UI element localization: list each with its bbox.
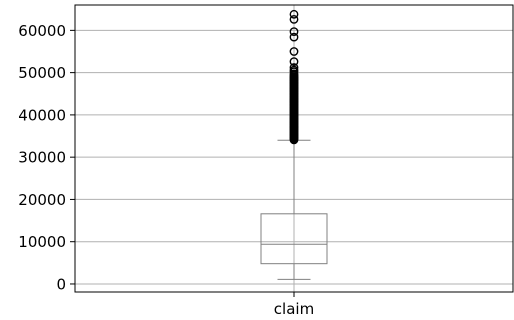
- outlier-point: [289, 14, 299, 24]
- outlier-point: [289, 9, 299, 19]
- outlier-point: [289, 63, 299, 72]
- y-tick-label: 20000: [18, 191, 66, 209]
- outlier-points: [289, 9, 299, 145]
- outlier-point: [289, 47, 299, 56]
- outlier-point: [289, 57, 299, 67]
- interquartile-box: [260, 213, 328, 265]
- x-axis-ticks: claim: [274, 292, 314, 318]
- y-axis-ticks: 0 10000 20000 30000 40000 50000 60000: [18, 22, 75, 293]
- y-tick-label: 0: [56, 275, 66, 293]
- y-tick-label: 60000: [18, 22, 66, 40]
- y-tick-label: 30000: [18, 149, 66, 167]
- outlier-point: [289, 65, 299, 75]
- x-tick-label: claim: [274, 300, 314, 318]
- outlier-point: [289, 27, 299, 37]
- box-group: [260, 139, 328, 280]
- outlier-point: [289, 32, 299, 42]
- y-tick-label: 10000: [18, 233, 66, 251]
- y-tick-label: 50000: [18, 64, 66, 82]
- y-tick-label: 40000: [18, 106, 66, 124]
